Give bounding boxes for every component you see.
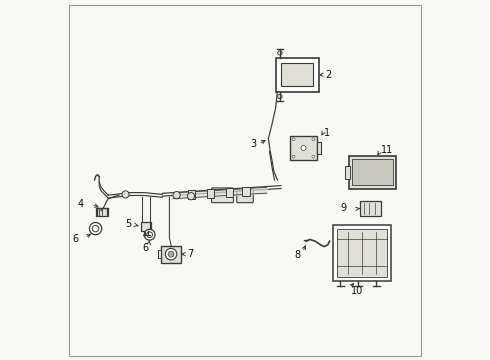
Text: 3: 3 xyxy=(251,139,257,149)
Text: 4: 4 xyxy=(77,199,83,210)
Bar xyxy=(333,225,391,281)
Circle shape xyxy=(301,145,306,150)
Circle shape xyxy=(165,248,177,260)
Bar xyxy=(349,156,396,189)
Bar xyxy=(352,159,393,185)
Text: 11: 11 xyxy=(381,145,393,156)
Text: 9: 9 xyxy=(341,203,347,213)
Bar xyxy=(243,187,249,196)
Circle shape xyxy=(278,51,282,55)
Bar xyxy=(97,208,107,216)
Circle shape xyxy=(168,251,174,257)
Circle shape xyxy=(92,225,99,232)
Circle shape xyxy=(187,193,195,200)
Text: 1: 1 xyxy=(323,128,330,138)
Bar xyxy=(290,136,317,160)
Text: 2: 2 xyxy=(325,70,332,80)
Circle shape xyxy=(173,192,180,199)
Bar xyxy=(157,250,162,258)
Circle shape xyxy=(292,155,295,158)
Text: 10: 10 xyxy=(350,286,363,296)
Bar xyxy=(345,166,350,179)
Circle shape xyxy=(278,94,282,99)
FancyBboxPatch shape xyxy=(212,188,233,203)
Bar xyxy=(161,246,181,263)
Circle shape xyxy=(312,155,315,158)
Bar xyxy=(317,142,321,154)
Circle shape xyxy=(147,232,152,238)
Text: 8: 8 xyxy=(294,250,300,260)
Bar xyxy=(225,188,233,197)
FancyBboxPatch shape xyxy=(237,190,253,203)
Circle shape xyxy=(312,138,315,141)
Circle shape xyxy=(122,191,129,198)
Circle shape xyxy=(144,229,155,240)
Bar xyxy=(188,190,196,199)
Bar xyxy=(337,229,387,277)
Bar xyxy=(281,63,314,86)
Circle shape xyxy=(90,222,102,235)
Bar xyxy=(141,222,151,231)
Bar xyxy=(360,201,381,216)
Bar xyxy=(275,58,319,92)
Text: 6: 6 xyxy=(72,234,78,244)
Circle shape xyxy=(292,138,295,141)
Text: 7: 7 xyxy=(187,249,194,259)
Bar xyxy=(207,189,214,198)
Text: 6: 6 xyxy=(143,243,148,253)
Text: 5: 5 xyxy=(125,219,131,229)
